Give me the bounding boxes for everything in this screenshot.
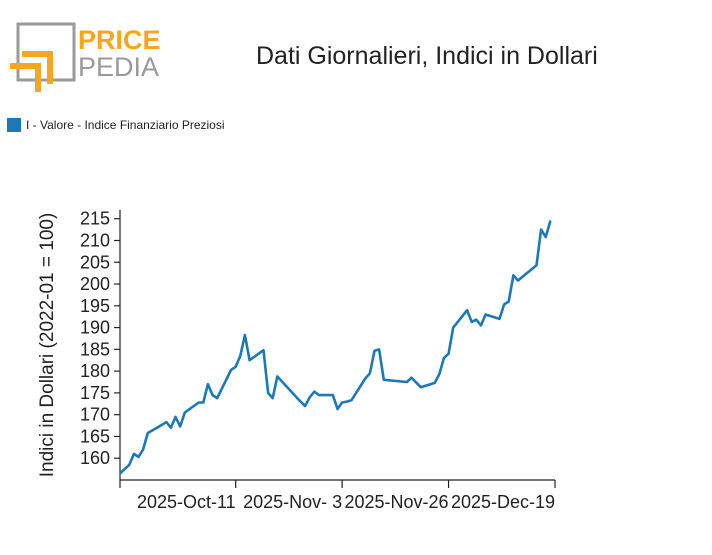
data-point	[535, 264, 538, 267]
logo-orange-corner-inner	[22, 51, 53, 84]
data-point	[262, 349, 265, 352]
data-point	[419, 386, 422, 389]
pricepedia-logo: PRICE PEDIA	[10, 22, 161, 92]
x-tick-label: 2025-Oct-11	[137, 492, 236, 512]
data-point	[156, 426, 158, 429]
y-tick-label: 180	[80, 361, 110, 381]
logo-orange-corner-outer	[10, 63, 41, 92]
data-point	[165, 421, 168, 423]
data-point	[433, 382, 436, 384]
data-point	[345, 400, 348, 403]
y-tick-label: 175	[80, 383, 110, 403]
data-point	[466, 309, 468, 311]
data-point	[142, 448, 144, 451]
x-tick-label: 2025-Nov- 3	[243, 492, 342, 512]
legend-swatch	[7, 118, 21, 132]
logo-gray-square	[16, 22, 76, 82]
data-point	[137, 456, 140, 458]
series-line	[119, 220, 552, 475]
data-point	[183, 411, 186, 414]
data-point	[373, 349, 376, 352]
data-point	[174, 416, 177, 418]
y-tick-label: 205	[80, 252, 110, 272]
data-point	[364, 377, 367, 380]
data-point	[230, 369, 232, 371]
y-tick-label: 160	[80, 448, 110, 468]
y-axis-label: Indici in Dollari (2022-01 = 100)	[37, 213, 58, 478]
data-point	[313, 390, 316, 393]
x-tick-label: 2025-Dec-19	[451, 492, 555, 512]
logo-word-pedia: PEDIA	[78, 52, 159, 82]
data-point	[484, 313, 487, 316]
data-point	[207, 383, 209, 385]
data-point	[170, 426, 172, 429]
data-point	[318, 394, 320, 396]
data-point	[244, 334, 246, 336]
data-point	[128, 463, 131, 466]
data-point	[503, 303, 505, 306]
series-points	[119, 220, 552, 475]
logo-word-price: PRICE	[78, 25, 161, 55]
data-point	[498, 318, 501, 320]
data-point	[248, 359, 251, 362]
y-tick-label: 185	[80, 339, 110, 359]
data-point	[517, 279, 519, 282]
data-point	[202, 401, 205, 404]
data-point	[512, 274, 515, 277]
data-point	[276, 375, 279, 378]
data-point	[267, 392, 269, 394]
data-point	[350, 399, 353, 402]
data-point	[234, 365, 237, 368]
y-tick-label: 170	[80, 405, 110, 425]
data-point	[369, 372, 371, 375]
data-point	[211, 394, 214, 396]
x-axis: 2025-Oct-11 2025-Nov- 3 2025-Nov-26 2025-De…	[119, 479, 556, 512]
y-tick-label: 195	[80, 296, 110, 316]
data-point	[299, 400, 302, 403]
data-point	[216, 397, 218, 399]
y-tick-label: 190	[80, 318, 110, 338]
chart-title: Dati Giornalieri, Indici in Dollari	[256, 42, 598, 70]
data-point	[406, 381, 408, 383]
data-point	[549, 220, 552, 222]
data-point	[475, 318, 478, 321]
data-point	[452, 326, 454, 329]
data-point	[378, 348, 380, 351]
data-point	[119, 472, 121, 475]
y-tick-label: 200	[80, 274, 110, 294]
data-point	[544, 236, 547, 238]
data-point	[540, 228, 542, 231]
data-point	[123, 468, 126, 470]
data-point	[382, 379, 385, 381]
y-tick-label: 215	[80, 209, 110, 229]
data-point	[308, 396, 311, 399]
data-point	[443, 357, 445, 359]
data-point	[304, 405, 306, 407]
data-point	[179, 425, 181, 428]
data-point	[239, 355, 242, 357]
data-point	[336, 408, 339, 410]
data-point	[341, 401, 343, 404]
data-point	[480, 324, 482, 327]
data-point	[271, 397, 274, 399]
chart-legend[interactable]: I - Valore - Indice Finanziario Preziosi	[7, 118, 225, 132]
data-point	[447, 352, 450, 355]
legend-label: I - Valore - Indice Finanziario Preziosi	[26, 118, 225, 132]
data-point	[146, 432, 149, 434]
data-point	[410, 376, 413, 379]
data-point	[197, 401, 200, 404]
data-point	[507, 300, 510, 303]
data-point	[133, 453, 135, 455]
data-point	[438, 373, 441, 375]
y-tick-label: 165	[80, 426, 110, 446]
y-tick-label: 210	[80, 230, 110, 250]
data-point	[470, 321, 473, 323]
x-tick-label: 2025-Nov-26	[345, 492, 449, 512]
data-point	[332, 394, 334, 396]
